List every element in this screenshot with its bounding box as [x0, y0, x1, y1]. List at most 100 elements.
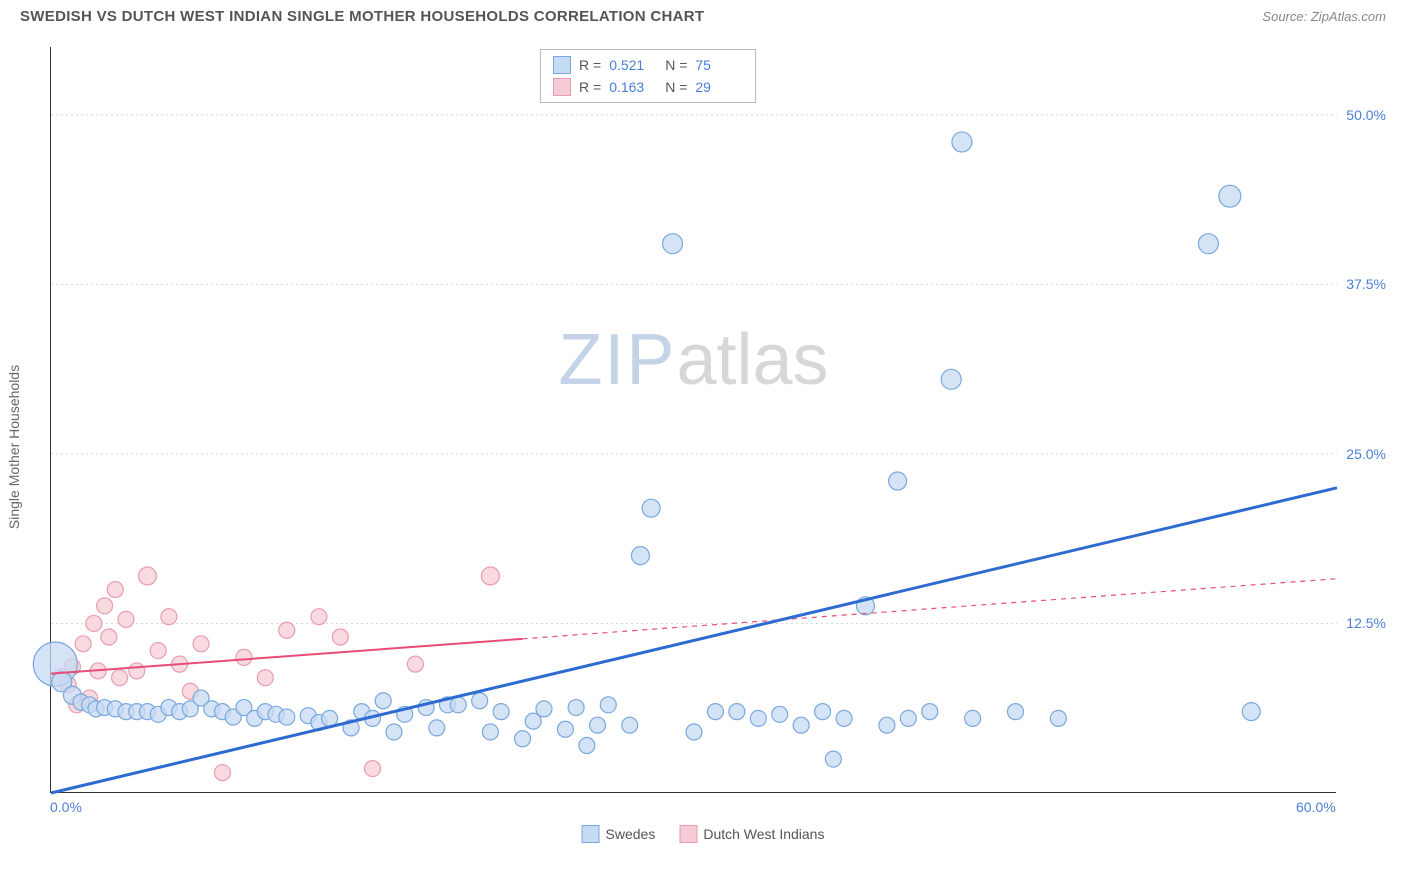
swedes-point — [686, 724, 702, 740]
dutch-point — [86, 615, 102, 631]
dutch-point — [161, 609, 177, 625]
swedes-point — [493, 704, 509, 720]
legend-label: Dutch West Indians — [703, 826, 824, 842]
swedes-point — [590, 717, 606, 733]
dutch-point — [118, 611, 134, 627]
dutch-point — [107, 582, 123, 598]
swedes-point — [557, 721, 573, 737]
swedes-point — [515, 731, 531, 747]
dutch-point — [481, 567, 499, 585]
swedes-point — [450, 697, 466, 713]
swedes-point — [836, 710, 852, 726]
dutch-point — [214, 765, 230, 781]
y-tick-label: 12.5% — [1346, 615, 1386, 631]
dutch-point — [332, 629, 348, 645]
source-label: Source: — [1262, 9, 1307, 24]
swedes-point — [322, 710, 338, 726]
swedes-point — [707, 704, 723, 720]
r-value: 0.521 — [609, 57, 657, 73]
legend-stats-box: R = 0.521 N = 75 R = 0.163 N = 29 — [540, 49, 756, 103]
swedes-point — [429, 720, 445, 736]
swedes-point — [900, 710, 916, 726]
n-label: N = — [665, 79, 687, 95]
swedes-point — [579, 738, 595, 754]
swedes-point — [1242, 703, 1260, 721]
dutch-point — [138, 567, 156, 585]
r-label: R = — [579, 79, 601, 95]
swedes-point — [965, 710, 981, 726]
swedes-point — [879, 717, 895, 733]
y-tick-label: 37.5% — [1346, 276, 1386, 292]
dutch-swatch-icon — [553, 78, 571, 96]
dutch-swatch-icon — [679, 825, 697, 843]
swedes-point — [815, 704, 831, 720]
dutch-trendline-solid — [51, 639, 523, 674]
swedes-point — [793, 717, 809, 733]
swedes-point — [631, 547, 649, 565]
n-value: 75 — [695, 57, 743, 73]
dutch-point — [112, 670, 128, 686]
swedes-swatch-icon — [553, 56, 571, 74]
x-tick-label: 60.0% — [1296, 799, 1336, 815]
swedes-point — [941, 369, 961, 389]
dutch-point — [236, 649, 252, 665]
swedes-point — [622, 717, 638, 733]
legend-stats-row: R = 0.521 N = 75 — [553, 54, 743, 76]
swedes-point — [1198, 234, 1218, 254]
legend-label: Swedes — [606, 826, 656, 842]
swedes-point — [750, 710, 766, 726]
swedes-point — [663, 234, 683, 254]
source-attribution: Source: ZipAtlas.com — [1262, 9, 1386, 24]
plot-area: ZIPatlas — [50, 47, 1336, 793]
dutch-point — [101, 629, 117, 645]
swedes-point — [482, 724, 498, 740]
swedes-point — [922, 704, 938, 720]
swedes-point — [600, 697, 616, 713]
swedes-point — [889, 472, 907, 490]
header: SWEDISH VS DUTCH WEST INDIAN SINGLE MOTH… — [0, 0, 1406, 29]
swedes-point — [1050, 710, 1066, 726]
source-value: ZipAtlas.com — [1311, 9, 1386, 24]
r-label: R = — [579, 57, 601, 73]
swedes-trendline-solid — [51, 488, 1337, 793]
swedes-point — [568, 700, 584, 716]
n-label: N = — [665, 57, 687, 73]
dutch-point — [97, 598, 113, 614]
swedes-point — [729, 704, 745, 720]
swedes-point — [386, 724, 402, 740]
swedes-point — [825, 751, 841, 767]
legend-stats-row: R = 0.163 N = 29 — [553, 76, 743, 98]
dutch-trendline-dashed — [523, 579, 1337, 639]
swedes-point — [1008, 704, 1024, 720]
dutch-point — [75, 636, 91, 652]
n-value: 29 — [695, 79, 743, 95]
swedes-point — [1219, 185, 1241, 207]
legend-item-swedes: Swedes — [582, 825, 656, 843]
swedes-point — [472, 693, 488, 709]
r-value: 0.163 — [609, 79, 657, 95]
dutch-point — [193, 636, 209, 652]
plot-svg — [51, 47, 1336, 792]
swedes-point — [279, 709, 295, 725]
chart-wrapper: Single Mother Households ZIPatlas R = 0.5… — [0, 29, 1406, 849]
bottom-legend: Swedes Dutch West Indians — [582, 825, 825, 843]
swedes-point — [642, 499, 660, 517]
legend-item-dutch: Dutch West Indians — [679, 825, 824, 843]
chart-title: SWEDISH VS DUTCH WEST INDIAN SINGLE MOTH… — [20, 8, 704, 25]
swedes-swatch-icon — [582, 825, 600, 843]
dutch-point — [407, 656, 423, 672]
swedes-point — [536, 701, 552, 717]
y-tick-label: 50.0% — [1346, 107, 1386, 123]
dutch-point — [365, 761, 381, 777]
dutch-point — [311, 609, 327, 625]
dutch-point — [279, 622, 295, 638]
dutch-point — [257, 670, 273, 686]
x-tick-label: 0.0% — [50, 799, 82, 815]
swedes-point — [772, 706, 788, 722]
dutch-point — [129, 663, 145, 679]
y-tick-label: 25.0% — [1346, 446, 1386, 462]
dutch-point — [150, 643, 166, 659]
swedes-point — [952, 132, 972, 152]
swedes-point — [375, 693, 391, 709]
y-axis-label: Single Mother Households — [6, 365, 22, 529]
